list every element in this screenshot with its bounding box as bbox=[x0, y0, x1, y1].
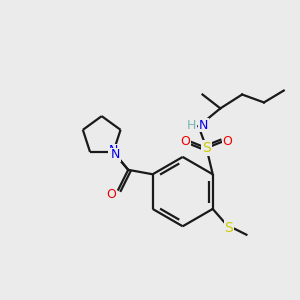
Text: S: S bbox=[202, 141, 211, 155]
Text: O: O bbox=[181, 135, 190, 148]
Text: O: O bbox=[106, 188, 116, 201]
Text: S: S bbox=[224, 221, 233, 235]
Text: H: H bbox=[187, 119, 196, 132]
Text: O: O bbox=[222, 135, 232, 148]
Text: N: N bbox=[111, 148, 120, 161]
Text: N: N bbox=[109, 145, 118, 158]
Text: N: N bbox=[199, 119, 208, 132]
